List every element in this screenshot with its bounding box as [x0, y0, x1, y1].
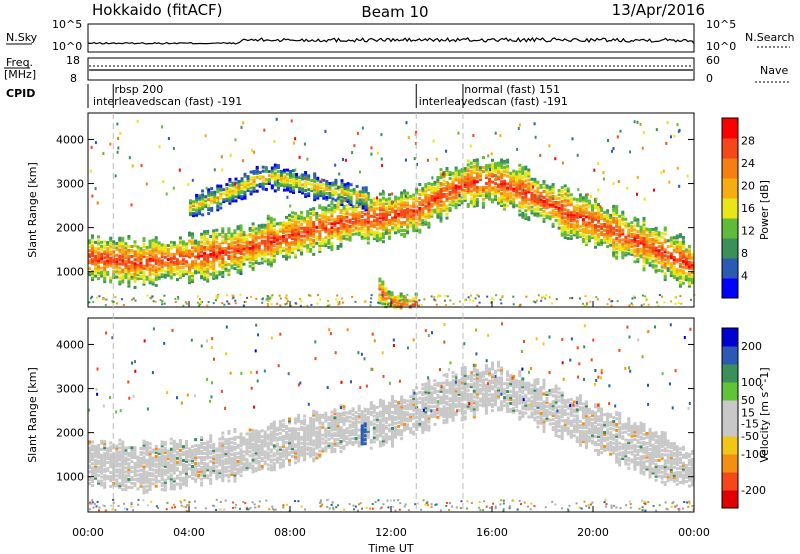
- velocity-ylabel: Slant Range [km]: [26, 367, 39, 463]
- colorbar-swatch: [722, 118, 738, 139]
- freq-label-1: Freq.: [6, 56, 33, 69]
- freq-strip: Freq. [MHz] 18 8 60 0 Nave: [4, 54, 790, 85]
- colorbar-tick-label: 28: [741, 135, 755, 148]
- colorbar-tick-label: 12: [741, 225, 755, 238]
- freq-tick-top: 18: [66, 54, 80, 67]
- power-echo-cells: [88, 117, 696, 310]
- date-title: 13/Apr/2016: [612, 1, 705, 19]
- range-tick-label: 4000: [56, 133, 84, 146]
- time-tick-label: 12:00: [375, 526, 407, 539]
- colorbar-tick-label: -100: [741, 448, 766, 461]
- range-tick-label: 2000: [56, 222, 84, 235]
- time-tick-label: 16:00: [476, 526, 508, 539]
- colorbar-tick-label: 4: [741, 270, 748, 283]
- colorbar-swatch: [722, 454, 738, 473]
- power-ylabel: Slant Range [km]: [26, 162, 39, 258]
- velocity-panel: Slant Range [km] 1000 2000 3000 4000 00:00 0…: [26, 301, 710, 554]
- colorbar-tick-label: 16: [741, 202, 755, 215]
- colorbar-swatch: [722, 472, 738, 491]
- colorbar-tick-label: -200: [741, 484, 766, 497]
- freq-label-2: [MHz]: [4, 68, 36, 81]
- time-tick-label: 00:00: [72, 526, 104, 539]
- colorbar-tick-label: -50: [741, 430, 759, 443]
- cpid-program-label: rbsp 200: [115, 83, 164, 96]
- right-freq-tick-top: 60: [706, 54, 720, 67]
- time-tick-label: 00:00: [678, 526, 710, 539]
- nsky-tick-bottom: 10^0: [52, 40, 82, 53]
- colorbar-tick-label: 200: [741, 340, 762, 353]
- colorbar-tick-label: 20: [741, 180, 755, 193]
- velocity-colorbar-label: Velocity [m s^-1]: [758, 367, 771, 462]
- time-axis-label: Time UT: [367, 542, 413, 554]
- colorbar-swatch: [722, 158, 738, 179]
- colorbar-swatch: [722, 328, 738, 347]
- time-tick-label: 08:00: [274, 526, 306, 539]
- nsearch-label: N.Search: [745, 31, 795, 44]
- time-tick-label: 20:00: [577, 526, 609, 539]
- colorbar-tick-label: 50: [741, 394, 755, 407]
- nsky-tick-top: 10^5: [52, 18, 82, 31]
- range-tick-label: 3000: [56, 383, 84, 396]
- colorbar-swatch: [722, 278, 738, 299]
- right-tick-top: 10^5: [706, 18, 736, 31]
- power-colorbar-label: Power [dB]: [758, 180, 771, 240]
- nsky-label: N.Sky: [6, 31, 38, 44]
- colorbar-swatch: [722, 490, 738, 509]
- range-tick-label: 4000: [56, 338, 84, 351]
- power-panel: Slant Range [km] 1000 2000 3000 4000: [26, 112, 696, 310]
- colorbar-tick-label: -15: [741, 417, 759, 430]
- colorbar-swatch: [722, 178, 738, 199]
- nsky-trace: [87, 36, 695, 45]
- range-tick-label: 1000: [56, 471, 84, 484]
- colorbar-swatch: [722, 218, 738, 239]
- colorbar-swatch: [722, 382, 738, 401]
- cpid-label: CPID: [6, 87, 35, 100]
- range-tick-label: 3000: [56, 178, 84, 191]
- colorbar-swatch: [722, 400, 738, 419]
- nave-label: Nave: [760, 64, 788, 77]
- nsky-strip: N.Sky 10^5 10^0 10^5 10^0 N.Search: [6, 18, 795, 53]
- colorbar-swatch: [722, 198, 738, 219]
- colorbar-tick-label: 15: [741, 407, 755, 420]
- beam-title: Beam 10: [361, 3, 428, 21]
- colorbar-swatch: [722, 364, 738, 383]
- velocity-echo-cells: [88, 322, 695, 512]
- colorbar-swatch: [722, 418, 738, 437]
- colorbar-swatch: [722, 436, 738, 455]
- colorbar-swatch: [722, 258, 738, 279]
- colorbar-tick-label: 24: [741, 157, 755, 170]
- cpid-program-label: normal (fast) 151: [464, 83, 560, 96]
- colorbar-swatch: [722, 238, 738, 259]
- range-tick-label: 1000: [56, 266, 84, 279]
- right-freq-tick-bottom: 0: [706, 72, 713, 85]
- cpid-program-label: interleavedscan (fast) -191: [93, 95, 242, 108]
- station-title: Hokkaido (fitACF): [92, 1, 223, 19]
- colorbar-tick-label: 8: [741, 247, 748, 260]
- freq-tick-bottom: 8: [70, 72, 77, 85]
- colorbar-swatch: [722, 346, 738, 365]
- time-tick-label: 04:00: [173, 526, 205, 539]
- right-tick-bottom: 10^0: [706, 40, 736, 53]
- range-tick-label: 2000: [56, 427, 84, 440]
- colorbar-swatch: [722, 138, 738, 159]
- colorbar-tick-label: 100: [741, 376, 762, 389]
- power-colorbar: 4 8 12 16 20 24 28: [721, 117, 755, 299]
- cpid-program-label: interleavedscan (fast) -191: [419, 95, 568, 108]
